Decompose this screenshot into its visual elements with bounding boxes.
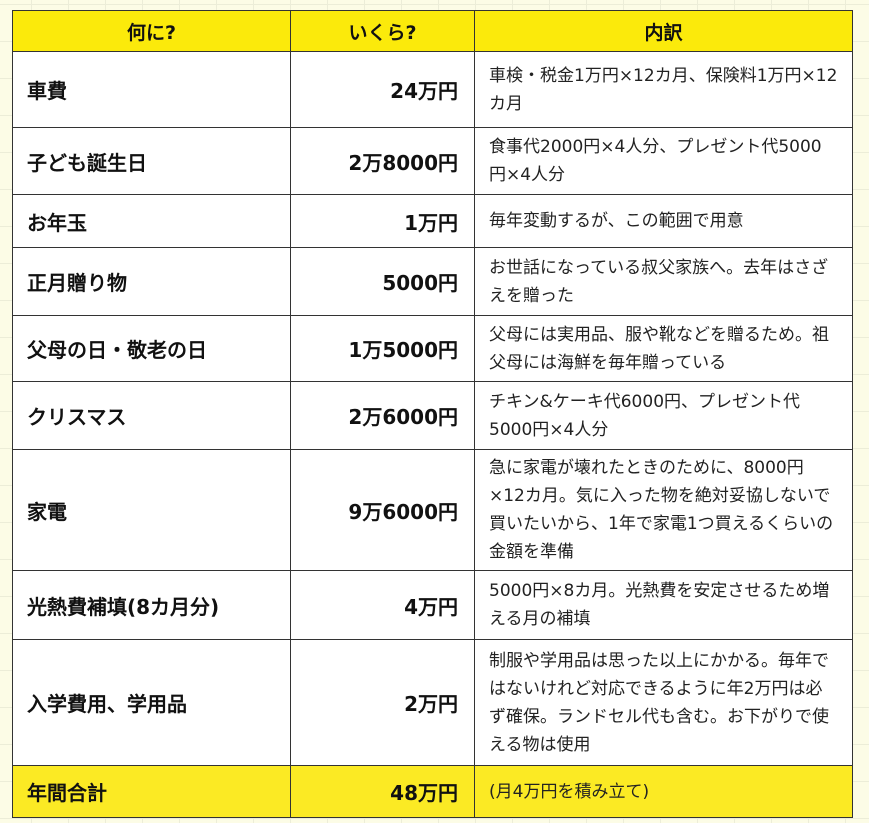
table-row: 入学費用、学用品 2万円 制服や学用品は思った以上にかかる。毎年ではないけれど対応で… (12, 639, 853, 766)
table-row: 車費 24万円 車検・税金1万円×12カ月、保険料1万円×12カ月 (12, 51, 853, 128)
amount-cell: 2万円 (290, 639, 475, 766)
detail-cell: 急に家電が壊れたときのために、8000円×12カ月。気に入った物を絶対妥協しない… (474, 449, 853, 571)
amount-cell: 2万8000円 (290, 127, 475, 195)
amount-cell: 1万5000円 (290, 315, 475, 382)
header-item: 何に? (12, 10, 291, 52)
table-row: 家電 9万6000円 急に家電が壊れたときのために、8000円×12カ月。気に入った… (12, 449, 853, 571)
table-row: 子ども誕生日 2万8000円 食事代2000円×4人分、プレゼント代5000円×4人… (12, 127, 853, 195)
item-cell: 家電 (12, 449, 291, 571)
table-row: 正月贈り物 5000円 お世話になっている叔父家族へ。去年はさざえを贈った (12, 247, 853, 316)
detail-cell: 毎年変動するが、この範囲で用意 (474, 194, 853, 248)
item-cell: 子ども誕生日 (12, 127, 291, 195)
table-row: クリスマス 2万6000円 チキン&ケーキ代6000円、プレゼント代5000円×4人… (12, 381, 853, 450)
amount-cell: 2万6000円 (290, 381, 475, 450)
item-cell: クリスマス (12, 381, 291, 450)
total-row: 年間合計 48万円 (月4万円を積み立て) (12, 765, 853, 818)
amount-cell: 5000円 (290, 247, 475, 316)
detail-cell: 5000円×8カ月。光熱費を安定させるため増える月の補填 (474, 570, 853, 640)
item-cell: 年間合計 (12, 765, 291, 818)
header-detail: 内訳 (474, 10, 853, 52)
item-cell: 父母の日・敬老の日 (12, 315, 291, 382)
amount-cell: 48万円 (290, 765, 475, 818)
table-row: 光熱費補填(8カ月分) 4万円 5000円×8カ月。光熱費を安定させるため増える月の… (12, 570, 853, 640)
table-row: 父母の日・敬老の日 1万5000円 父母には実用品、服や靴などを贈るため。祖父母には… (12, 315, 853, 382)
amount-cell: 1万円 (290, 194, 475, 248)
item-cell: 光熱費補填(8カ月分) (12, 570, 291, 640)
detail-cell: 食事代2000円×4人分、プレゼント代5000円×4人分 (474, 127, 853, 195)
detail-cell: 車検・税金1万円×12カ月、保険料1万円×12カ月 (474, 51, 853, 128)
amount-cell: 24万円 (290, 51, 475, 128)
header-amount: いくら? (290, 10, 475, 52)
detail-cell: (月4万円を積み立て) (474, 765, 853, 818)
amount-cell: 4万円 (290, 570, 475, 640)
item-cell: 車費 (12, 51, 291, 128)
table-row: お年玉 1万円 毎年変動するが、この範囲で用意 (12, 194, 853, 248)
amount-cell: 9万6000円 (290, 449, 475, 571)
budget-table: 何に? いくら? 内訳 車費 24万円 車検・税金1万円×12カ月、保険料1万円×1… (12, 10, 853, 818)
detail-cell: 父母には実用品、服や靴などを贈るため。祖父母には海鮮を毎年贈っている (474, 315, 853, 382)
detail-cell: チキン&ケーキ代6000円、プレゼント代5000円×4人分 (474, 381, 853, 450)
detail-cell: 制服や学用品は思った以上にかかる。毎年ではないけれど対応できるように年2万円は必… (474, 639, 853, 766)
item-cell: 入学費用、学用品 (12, 639, 291, 766)
item-cell: 正月贈り物 (12, 247, 291, 316)
detail-cell: お世話になっている叔父家族へ。去年はさざえを贈った (474, 247, 853, 316)
header-row: 何に? いくら? 内訳 (12, 10, 853, 52)
item-cell: お年玉 (12, 194, 291, 248)
